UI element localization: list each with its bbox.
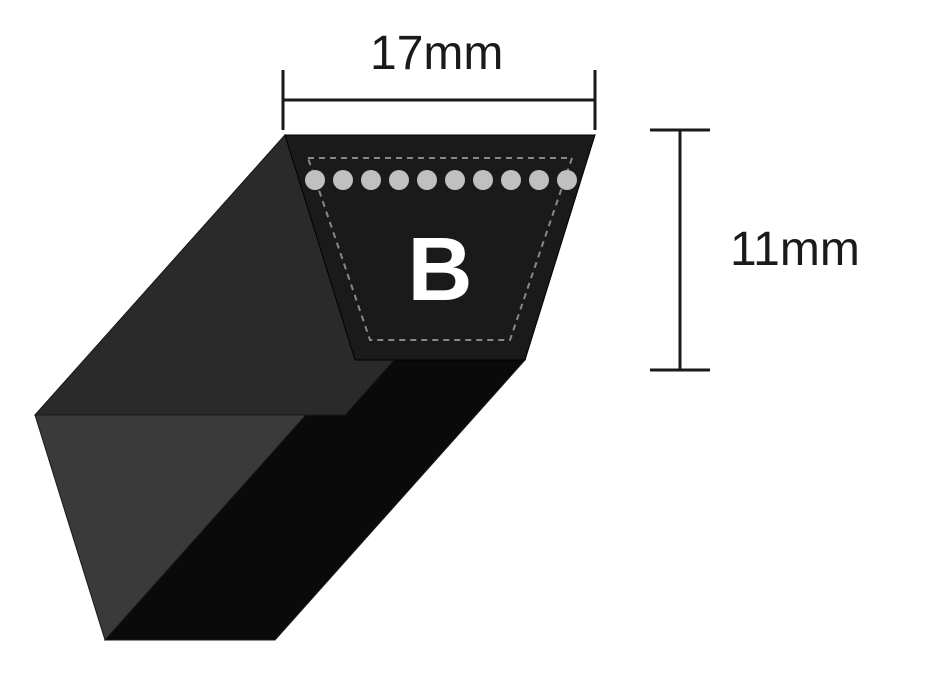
height-dimension-lines <box>650 130 710 370</box>
belt-diagram-svg: B <box>0 0 933 700</box>
product-label: B <box>408 220 473 320</box>
width-dimension-label: 17mm <box>370 26 503 81</box>
diagram-container: B 17mm 11mm <box>0 0 933 700</box>
height-dimension-label: 11mm <box>730 222 860 277</box>
